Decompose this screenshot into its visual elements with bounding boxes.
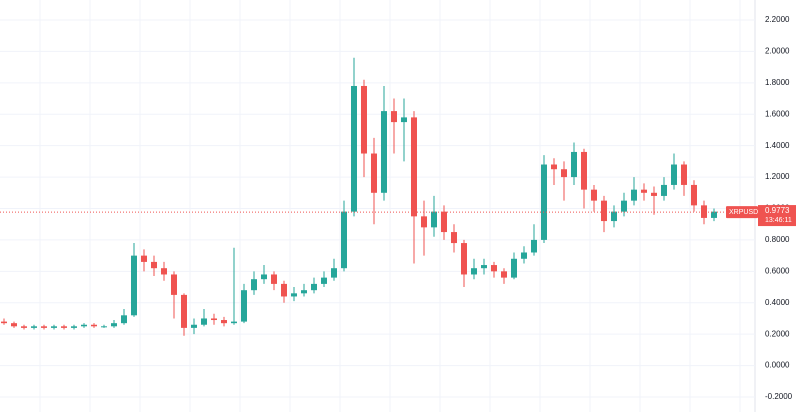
candle-body xyxy=(711,211,717,218)
candle-body xyxy=(221,320,227,324)
candle-body xyxy=(31,326,37,328)
candle-body xyxy=(691,184,697,206)
symbol-label: XRPUSDT xyxy=(729,209,763,216)
candle-body xyxy=(701,205,707,218)
price-box xyxy=(758,205,796,227)
y-tick-label: 1.4000 xyxy=(765,141,790,150)
candle-body xyxy=(471,268,477,275)
candle-body xyxy=(561,169,567,178)
candle-body xyxy=(431,211,437,228)
y-tick-label: 1.8000 xyxy=(765,78,790,87)
candle-body xyxy=(631,189,637,201)
candle-body xyxy=(371,153,377,193)
candle-body xyxy=(401,117,407,123)
countdown-label: 13:46:11 xyxy=(765,217,792,224)
candle-body xyxy=(11,323,17,327)
candle-body xyxy=(41,326,47,328)
candle-body xyxy=(341,211,347,269)
candle-body xyxy=(251,279,257,291)
candle-body xyxy=(531,239,537,253)
y-tick-label: 1.6000 xyxy=(765,109,790,118)
candle-body xyxy=(591,189,597,201)
candle-body xyxy=(311,283,317,291)
candle-body xyxy=(451,232,457,244)
y-tick-label: 0.0000 xyxy=(765,361,790,370)
candle-body xyxy=(21,326,27,328)
candle-body xyxy=(521,252,527,259)
candle-body xyxy=(271,274,277,284)
candle-body xyxy=(391,111,397,123)
y-tick-label: 0.8000 xyxy=(765,235,790,244)
y-tick-label: 2.2000 xyxy=(765,15,790,24)
candle-body xyxy=(191,324,197,328)
candle-body xyxy=(491,265,497,272)
symbol-box xyxy=(726,206,758,219)
candle-body xyxy=(121,315,127,324)
candle-body xyxy=(151,261,157,269)
candle-body xyxy=(91,324,97,327)
candle-body xyxy=(581,151,587,190)
candle-body xyxy=(381,111,387,193)
candle-body xyxy=(101,326,107,328)
candle-body xyxy=(651,192,657,196)
candle-body xyxy=(51,326,57,328)
candle-body xyxy=(201,318,207,325)
candle-body xyxy=(181,294,187,328)
candle-body xyxy=(601,200,607,222)
candle-body xyxy=(361,85,367,154)
candle-body xyxy=(411,117,417,217)
y-tick-label: 0.4000 xyxy=(765,298,790,307)
candle-body xyxy=(621,200,627,212)
candle-body xyxy=(171,274,177,295)
candle-body xyxy=(131,255,137,316)
candle-body xyxy=(641,189,647,193)
candle-body xyxy=(61,326,67,328)
y-tick-label: 2.0000 xyxy=(765,47,790,56)
y-tick-label: 1.2000 xyxy=(765,172,790,181)
candle-body xyxy=(441,211,447,233)
candle-body xyxy=(611,211,617,222)
candle-body xyxy=(241,290,247,322)
y-tick-label: 0.2000 xyxy=(765,329,790,338)
candle-body xyxy=(81,324,87,327)
candle-body xyxy=(111,323,117,327)
candle-body xyxy=(481,265,487,269)
candle-body xyxy=(541,164,547,240)
candle-body xyxy=(671,164,677,185)
y-tick-label: 0.6000 xyxy=(765,266,790,275)
candle-body xyxy=(681,164,687,185)
candle-body xyxy=(511,258,517,278)
candle-body xyxy=(501,271,507,278)
candle-body xyxy=(211,318,217,321)
candle-body xyxy=(551,164,557,170)
candle-body xyxy=(351,85,357,212)
candle-body xyxy=(1,321,7,324)
last-price-label: 0.9773 xyxy=(765,206,790,215)
candle-body xyxy=(461,243,467,275)
candle-body xyxy=(321,277,327,284)
y-tick-label: -0.2000 xyxy=(765,392,793,401)
candle-body xyxy=(291,293,297,297)
candle-body xyxy=(661,184,667,196)
candle-body xyxy=(301,290,307,294)
candle-body xyxy=(331,268,337,278)
candle-body xyxy=(141,255,147,262)
candle-body xyxy=(71,326,77,328)
candle-body xyxy=(281,283,287,297)
candle-body xyxy=(261,274,267,280)
candle-body xyxy=(421,216,427,228)
candle-body xyxy=(231,321,237,324)
candle-body xyxy=(571,151,577,178)
candle-body xyxy=(161,268,167,275)
